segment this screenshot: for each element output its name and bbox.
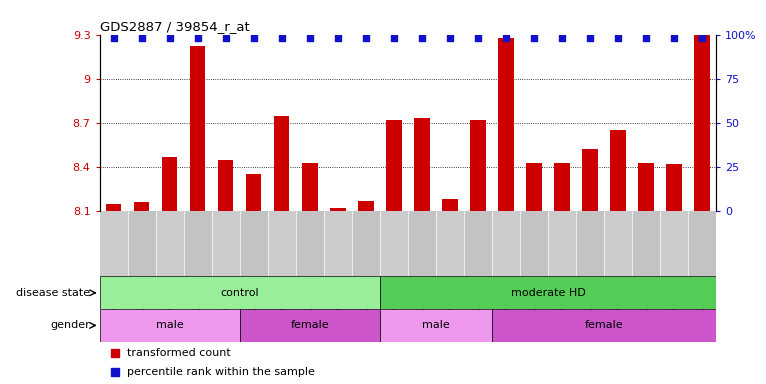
Bar <box>660 211 688 276</box>
Bar <box>358 201 374 211</box>
Bar <box>128 211 155 276</box>
Bar <box>162 157 178 211</box>
Bar <box>246 174 261 211</box>
Point <box>668 35 680 41</box>
Bar <box>155 211 184 276</box>
Text: control: control <box>221 288 259 298</box>
Text: gender: gender <box>50 320 90 331</box>
Bar <box>555 163 570 211</box>
Bar <box>380 211 408 276</box>
Point <box>388 35 400 41</box>
Bar <box>386 120 401 211</box>
Bar <box>499 38 514 211</box>
Text: GDS2887 / 39854_r_at: GDS2887 / 39854_r_at <box>100 20 249 33</box>
Bar <box>106 204 121 211</box>
Bar <box>492 309 716 342</box>
Bar <box>218 160 234 211</box>
Bar <box>100 211 128 276</box>
Bar <box>582 149 597 211</box>
Point <box>528 35 540 41</box>
Bar <box>184 211 211 276</box>
Bar <box>240 211 268 276</box>
Text: male: male <box>422 320 450 331</box>
Bar <box>302 163 317 211</box>
Point <box>276 35 288 41</box>
Point <box>247 35 260 41</box>
Point <box>444 35 456 41</box>
Point <box>360 35 372 41</box>
Text: male: male <box>155 320 184 331</box>
Point <box>303 35 316 41</box>
Text: female: female <box>584 320 624 331</box>
Bar <box>100 309 240 342</box>
Point <box>612 35 624 41</box>
Bar <box>274 116 290 211</box>
Point <box>640 35 653 41</box>
Bar <box>408 211 436 276</box>
Point <box>107 35 119 41</box>
Bar <box>632 211 660 276</box>
Bar <box>464 211 492 276</box>
Point <box>696 35 709 41</box>
Text: percentile rank within the sample: percentile rank within the sample <box>127 367 315 377</box>
Bar <box>604 211 632 276</box>
Point <box>556 35 568 41</box>
Bar <box>526 163 542 211</box>
Point <box>500 35 512 41</box>
Point <box>416 35 428 41</box>
Point <box>192 35 204 41</box>
Bar <box>380 309 492 342</box>
Text: transformed count: transformed count <box>127 348 231 358</box>
Bar <box>442 199 457 211</box>
Bar <box>436 211 464 276</box>
Bar <box>324 211 352 276</box>
Bar <box>100 276 380 309</box>
Bar <box>611 130 626 211</box>
Bar <box>211 211 240 276</box>
Point <box>136 35 148 41</box>
Bar <box>638 163 654 211</box>
Bar <box>520 211 548 276</box>
Point <box>472 35 484 41</box>
Bar <box>296 211 324 276</box>
Text: moderate HD: moderate HD <box>511 288 585 298</box>
Point <box>584 35 596 41</box>
Bar <box>190 46 205 211</box>
Bar <box>352 211 380 276</box>
Bar <box>240 309 380 342</box>
Bar <box>666 164 682 211</box>
Bar <box>688 211 716 276</box>
Bar <box>470 120 486 211</box>
Bar <box>134 202 149 211</box>
Point <box>163 35 175 41</box>
Text: disease state: disease state <box>15 288 90 298</box>
Bar <box>576 211 604 276</box>
Bar <box>380 276 716 309</box>
Text: female: female <box>290 320 329 331</box>
Bar <box>268 211 296 276</box>
Bar <box>414 118 430 211</box>
Bar <box>695 35 710 211</box>
Bar <box>548 211 576 276</box>
Point <box>332 35 344 41</box>
Bar <box>330 208 345 211</box>
Point <box>220 35 232 41</box>
Bar <box>492 211 520 276</box>
